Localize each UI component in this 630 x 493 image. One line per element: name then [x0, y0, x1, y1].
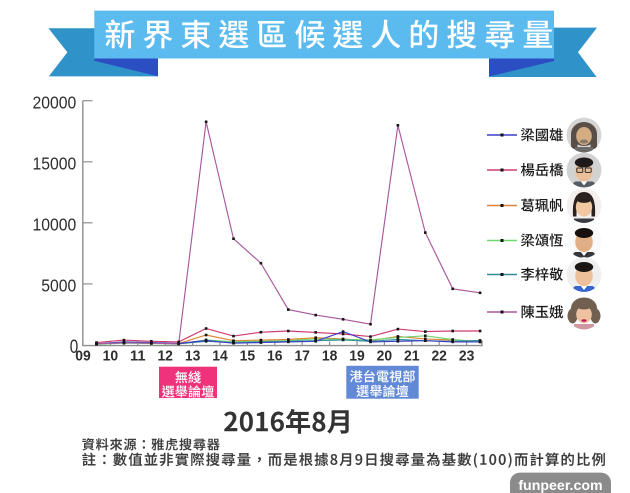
svg-text:18: 18 [322, 348, 338, 365]
svg-text:15: 15 [240, 348, 256, 365]
svg-text:5000: 5000 [41, 276, 76, 296]
svg-text:22: 22 [431, 348, 447, 365]
svg-text:10: 10 [103, 348, 119, 365]
svg-text:21: 21 [404, 348, 420, 365]
svg-text:23: 23 [459, 348, 475, 365]
svg-text:13: 13 [185, 348, 201, 365]
svg-text:0: 0 [70, 336, 79, 358]
svg-text:10000: 10000 [33, 215, 77, 235]
svg-text:14: 14 [212, 348, 228, 365]
svg-text:15000: 15000 [33, 154, 77, 174]
svg-text:19: 19 [349, 348, 365, 365]
svg-text:20000: 20000 [33, 93, 77, 113]
svg-text:16: 16 [267, 348, 283, 365]
svg-text:17: 17 [294, 348, 310, 365]
svg-text:funpeer.com: funpeer.com [518, 478, 602, 493]
svg-text:12: 12 [157, 348, 173, 365]
svg-text:20: 20 [377, 348, 393, 365]
svg-text:09: 09 [75, 348, 91, 365]
svg-text:11: 11 [130, 348, 146, 365]
